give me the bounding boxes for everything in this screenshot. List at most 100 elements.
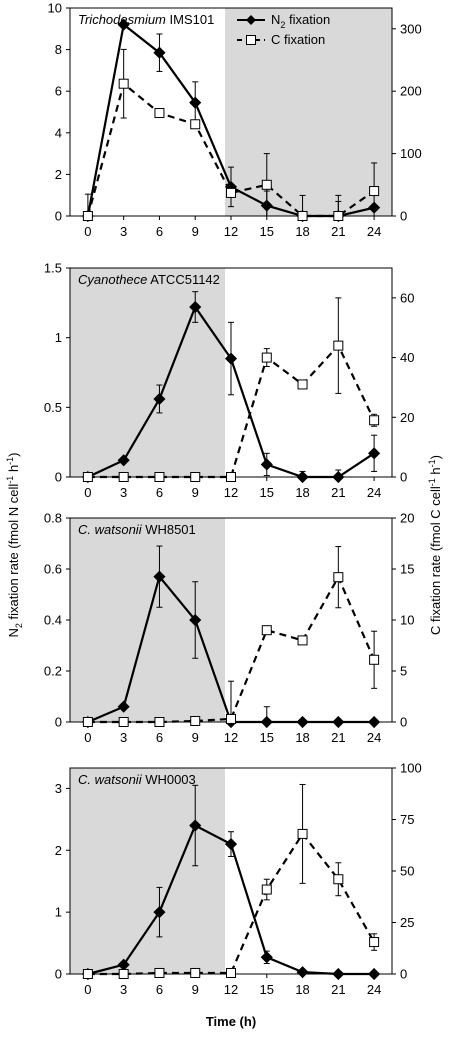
n2-fixation-series: [81, 784, 381, 981]
x-tick-label: 24: [367, 224, 381, 239]
data-point-diamond: [189, 96, 202, 109]
legend-label-main: N: [271, 12, 280, 27]
organism-genus: C. watsonii: [78, 772, 143, 787]
data-point-diamond: [117, 454, 130, 467]
x-tick-label: 24: [367, 982, 381, 997]
n2-fixation-series: [81, 291, 381, 484]
right-axis-label-part: ): [428, 455, 443, 459]
left-axis-label-part: fixation rate (fmol N cell: [6, 484, 21, 624]
x-tick-label: 18: [295, 730, 309, 745]
data-point-diamond: [117, 18, 130, 31]
data-point-square: [82, 472, 93, 482]
y-left-tick-label: 4: [55, 125, 62, 140]
x-tick-label: 12: [224, 982, 238, 997]
y-right-tick-label: 100: [400, 761, 422, 776]
data-point-square: [154, 108, 165, 119]
data-point-square: [82, 717, 93, 727]
y-right-tick-label: 15: [400, 562, 414, 577]
y-left-tick-label: 0: [55, 209, 62, 224]
x-tick-label: 15: [260, 224, 274, 239]
x-tick-label: 6: [156, 730, 163, 745]
c-fixation-series: [82, 48, 380, 221]
data-point-diamond: [260, 715, 273, 729]
data-point-square: [226, 713, 236, 724]
right-axis-label-sup: -1: [427, 478, 437, 486]
y-right-tick-label: 20: [400, 410, 414, 425]
y-left-tick-label: 1.5: [44, 261, 62, 276]
x-tick-label: 0: [84, 224, 91, 239]
organism-label: Cyanothece ATCC51142: [78, 272, 220, 287]
right-axis-label-part: C fixation rate (fmol C cell: [428, 486, 443, 635]
y-left-tick-label: 1: [55, 905, 62, 920]
data-point-diamond: [153, 570, 166, 583]
data-point-square: [190, 472, 201, 482]
data-point-square: [297, 828, 308, 839]
data-point-square: [297, 635, 308, 646]
y-right-tick-label: 40: [400, 350, 414, 365]
organism-label: C. watsonii WH0003: [78, 772, 196, 787]
series-line: [87, 832, 376, 976]
x-tick-label: 18: [295, 982, 309, 997]
left-axis-label: N2 fixation rate (fmol N cell-1 h-1): [5, 452, 24, 637]
data-point-diamond: [224, 838, 238, 851]
data-point-square: [190, 967, 201, 978]
data-point-diamond: [189, 300, 202, 314]
y-left-tick-label: 1: [55, 330, 62, 345]
data-point-diamond: [296, 715, 309, 729]
y-left-tick-label: 2: [55, 843, 62, 858]
data-point-square: [154, 967, 165, 978]
data-point-square: [82, 211, 93, 221]
y-right-tick-label: 25: [400, 915, 414, 930]
x-tick-label: 9: [192, 730, 199, 745]
c-fixation-series: [82, 546, 380, 727]
data-point-square: [82, 969, 93, 979]
organism-genus: Cyanothece: [78, 272, 147, 287]
organism-strain: WH8501: [142, 522, 196, 537]
y-right-tick-label: 75: [400, 812, 414, 827]
data-point-square: [118, 472, 129, 482]
y-left-tick-label: 0: [55, 967, 62, 982]
y-left-tick-label: 3: [55, 781, 62, 796]
organism-strain: IMS101: [166, 12, 214, 27]
panel-3: 0 3 6 9 12 15 18 21 24 0 0.2 0.4 0.6 0.8 0 5 10 15 20 C. wa…: [44, 511, 415, 746]
x-tick-label: 18: [295, 224, 309, 239]
data-point-square: [369, 186, 380, 197]
x-tick-label: 21: [331, 730, 345, 745]
organism-label: C. watsonii WH8501: [78, 522, 196, 537]
data-point-diamond: [368, 715, 381, 729]
y-left-tick-label: 0.4: [44, 613, 62, 628]
x-tick-label: 15: [260, 730, 274, 745]
x-tick-label: 3: [120, 982, 127, 997]
data-point-square: [333, 874, 344, 885]
dark-period-shading: [70, 768, 226, 974]
data-point-square: [261, 884, 272, 895]
data-point-square: [154, 717, 165, 727]
data-point-diamond: [117, 700, 130, 713]
y-right-tick-label: 0: [400, 715, 407, 730]
x-tick-label: 21: [331, 485, 345, 500]
y-left-tick-label: 0.2: [44, 664, 62, 679]
c-fixation-series: [82, 297, 380, 482]
x-tick-label: 6: [156, 224, 163, 239]
series-line: [87, 574, 376, 724]
data-point-square: [261, 179, 272, 190]
data-point-square: [226, 967, 236, 978]
x-tick-label: 12: [224, 224, 238, 239]
data-point-square: [226, 187, 236, 198]
panel-2: 0 3 6 9 12 15 18 21 24 0 0.5 1 1.5 0 20 40 60 Cyanothece …: [44, 261, 415, 501]
data-point-diamond: [296, 470, 309, 484]
data-point-square: [369, 654, 380, 665]
data-point-square: [190, 715, 201, 726]
y-right-tick-label: 20: [400, 511, 414, 526]
x-tick-label: 9: [192, 224, 199, 239]
x-tick-label: 18: [295, 485, 309, 500]
legend-label: C fixation: [271, 32, 325, 47]
data-point-diamond: [368, 967, 381, 981]
data-point-diamond: [296, 966, 309, 979]
left-axis-label-sub: 2: [14, 623, 24, 628]
data-point-diamond: [260, 458, 273, 471]
x-tick-label: 21: [331, 982, 345, 997]
dark-period-shading: [70, 268, 226, 477]
x-tick-label: 3: [120, 224, 127, 239]
